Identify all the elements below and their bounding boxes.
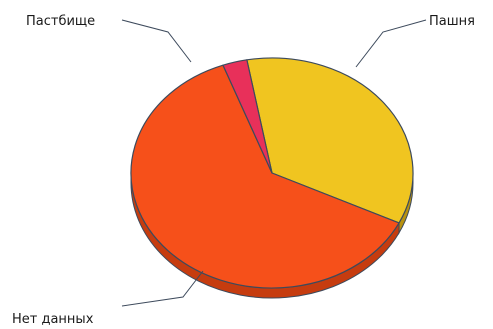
leader-line-pashnya: [355, 19, 427, 68]
label-pastbishche: Пастбище: [26, 14, 95, 29]
leader-line-pastbishche: [121, 19, 192, 63]
pie-slice-2: [222, 59, 273, 174]
pie-slice-1: [130, 64, 400, 289]
pie-slice-0: [246, 57, 414, 224]
label-pashnya: Пашня: [429, 14, 475, 29]
leader-line-net-dannyh: [121, 270, 204, 307]
label-net-dannyh: Нет данных: [12, 312, 94, 327]
pie-slices: [130, 57, 414, 289]
